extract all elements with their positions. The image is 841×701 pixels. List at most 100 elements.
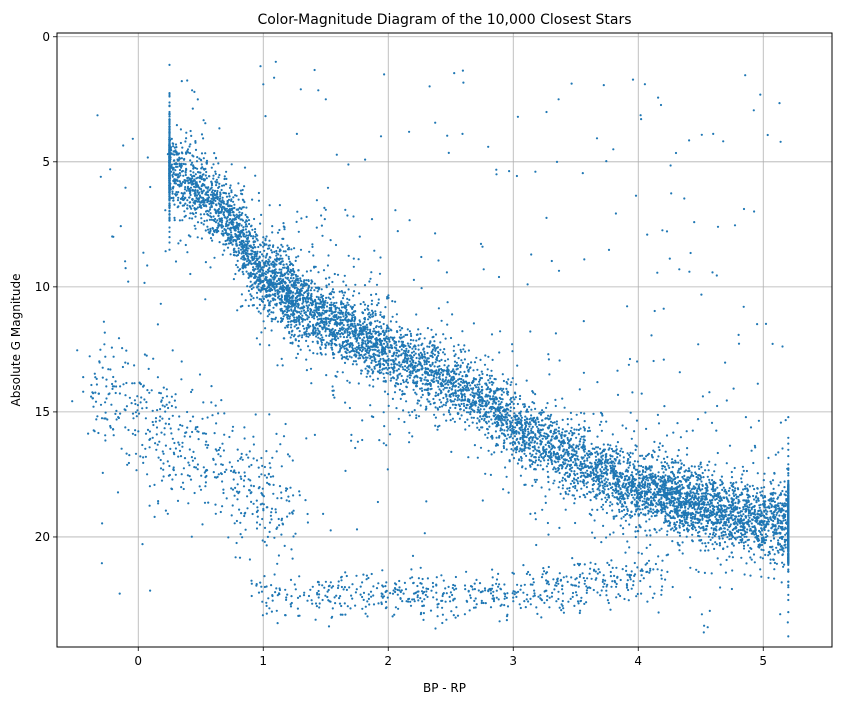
data-point [367, 304, 370, 307]
data-point [215, 184, 218, 187]
data-point [600, 472, 603, 475]
data-point [238, 243, 241, 247]
data-point [704, 411, 707, 414]
data-point [307, 323, 310, 326]
data-point [486, 373, 489, 377]
data-point [685, 453, 689, 456]
data-point [700, 522, 703, 525]
data-point [561, 487, 564, 490]
data-point [506, 429, 509, 432]
data-point [373, 365, 376, 368]
data-point [297, 230, 300, 233]
data-point [365, 359, 368, 362]
data-point [178, 168, 182, 172]
data-point [279, 254, 282, 257]
data-point [290, 323, 293, 326]
data-point [528, 421, 532, 424]
data-point [513, 398, 516, 401]
data-point [477, 386, 480, 389]
data-point [692, 485, 695, 488]
data-point [510, 343, 514, 346]
data-point [783, 540, 787, 544]
data-point [168, 63, 171, 66]
data-point [175, 146, 178, 149]
data-point [251, 237, 255, 240]
data-point [583, 420, 586, 423]
data-point [425, 500, 428, 503]
data-point [641, 483, 645, 486]
data-point [254, 174, 257, 177]
data-point [245, 270, 248, 273]
data-point [308, 320, 311, 323]
data-point [343, 291, 347, 294]
data-point [653, 440, 656, 443]
data-point [612, 531, 615, 534]
data-point [515, 432, 518, 435]
data-point [345, 284, 348, 287]
data-point [590, 442, 593, 445]
data-point [538, 435, 541, 438]
data-point [397, 368, 400, 371]
data-point [320, 224, 323, 227]
data-point [623, 479, 626, 482]
data-point [252, 286, 255, 289]
data-point [709, 532, 712, 536]
data-point [278, 257, 281, 260]
data-point [454, 406, 457, 410]
data-point [677, 449, 680, 452]
data-point [272, 311, 275, 314]
data-point [599, 468, 602, 471]
data-point [608, 504, 612, 507]
data-point [548, 417, 551, 420]
data-point [311, 316, 314, 319]
data-point [434, 424, 437, 427]
data-point [621, 450, 625, 454]
data-point [342, 302, 345, 306]
data-point [727, 500, 730, 503]
data-point [776, 497, 779, 500]
data-point [767, 456, 770, 459]
data-point [214, 199, 217, 202]
data-point [510, 448, 513, 451]
data-point [758, 506, 761, 509]
data-point [755, 492, 759, 495]
data-point [779, 522, 782, 525]
data-point [750, 558, 753, 561]
data-point [473, 444, 476, 447]
data-point [671, 510, 674, 513]
data-point [564, 508, 567, 511]
data-point [451, 369, 454, 373]
data-point [240, 213, 243, 216]
data-point [439, 341, 442, 344]
data-point [787, 436, 790, 439]
data-point [675, 513, 678, 516]
data-point [236, 309, 239, 312]
data-point [636, 468, 639, 471]
data-point [256, 307, 259, 310]
data-point [379, 256, 382, 259]
data-point [544, 417, 547, 420]
data-point [286, 276, 289, 279]
data-point [452, 394, 455, 397]
data-point [713, 547, 716, 551]
data-point [289, 341, 292, 345]
data-point [460, 402, 463, 406]
data-point [224, 216, 227, 219]
data-point [408, 374, 411, 377]
data-point [498, 396, 501, 399]
data-point [447, 390, 450, 393]
data-point [586, 469, 589, 472]
data-point [537, 458, 541, 461]
data-point [256, 296, 259, 299]
data-point [629, 516, 632, 519]
data-point [558, 471, 561, 475]
data-point [680, 483, 684, 486]
data-point [413, 376, 416, 379]
data-point [702, 631, 705, 634]
data-point [753, 533, 756, 536]
data-point [470, 408, 473, 411]
data-point [756, 472, 759, 475]
data-point [714, 533, 717, 536]
data-point [708, 481, 711, 484]
data-point [733, 532, 737, 535]
